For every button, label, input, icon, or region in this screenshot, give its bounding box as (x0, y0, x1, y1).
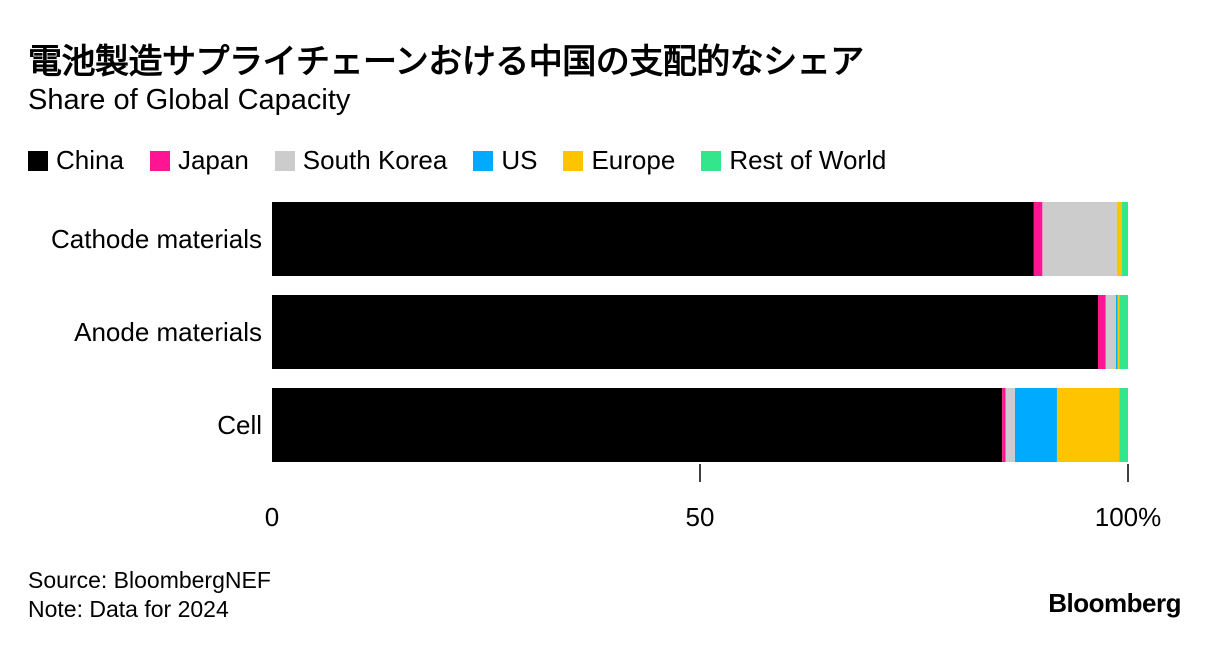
legend-label: China (56, 145, 124, 175)
legend-item-rest-of-world: Rest of World (701, 145, 886, 176)
bar-segment-europe (1116, 202, 1123, 276)
legend-label: US (501, 145, 538, 175)
source-note: Source: BloombergNEF (28, 567, 271, 593)
category-label: Cell (217, 410, 262, 440)
bar-segment-japan (1002, 388, 1006, 462)
bar-segment-south-korea (1105, 295, 1117, 369)
legend-swatch (701, 150, 722, 171)
legend-swatch (563, 150, 584, 171)
data-note: Note: Data for 2024 (28, 596, 229, 622)
legend: China Japan South Korea US Europe Rest of Wor… (28, 145, 912, 176)
x-tick-label: 0 (265, 502, 279, 532)
legend-item-us: US (473, 145, 537, 176)
legend-item-south-korea: South Korea (274, 145, 448, 176)
legend-label: Europe (591, 145, 676, 175)
bar-segment-japan (1033, 202, 1043, 276)
legend-label: Rest of World (729, 145, 887, 175)
category-label: Anode materials (74, 317, 262, 347)
legend-swatch (473, 150, 494, 171)
legend-swatch (274, 150, 295, 171)
footer: Source: BloombergNEF Note: Data for 2024 (28, 566, 271, 624)
bar-segment-japan (1098, 295, 1106, 369)
bar-segment-china (272, 202, 1034, 276)
legend-label: Japan (177, 145, 249, 175)
bar-segment-rest-of-world (1119, 388, 1128, 462)
bar-segment-rest-of-world (1119, 295, 1128, 369)
category-label: Cathode materials (51, 224, 262, 254)
legend-swatch (28, 150, 48, 171)
stacked-bar-chart: Cathode materials Anode materials Cell 0 50 1… (51, 202, 1162, 532)
bar-segment-rest-of-world (1122, 202, 1128, 276)
bar-segment-us (1116, 295, 1118, 369)
chart-subtitle: Share of Global Capacity (28, 84, 351, 116)
legend-item-europe: Europe (563, 145, 675, 176)
bar-segment-south-korea (1005, 388, 1016, 462)
x-tick-label: 50 (686, 502, 715, 532)
legend-item-japan: Japan (149, 145, 249, 176)
legend-item-china: China (28, 145, 124, 176)
legend-label: South Korea (302, 145, 448, 175)
chart-title: 電池製造サプライチェーンおける中国の支配的なシェア (28, 42, 864, 82)
bar-segment-europe (1117, 295, 1120, 369)
bloomberg-logo: Bloomberg (1048, 588, 1181, 618)
bar-segment-china (272, 295, 1099, 369)
bar-segment-europe (1056, 388, 1120, 462)
bar-segment-china (272, 388, 1003, 462)
x-tick-label: 100% (1095, 502, 1162, 532)
legend-swatch (149, 150, 170, 171)
bar-segment-us (1015, 388, 1057, 462)
bar-segment-south-korea (1042, 202, 1117, 276)
